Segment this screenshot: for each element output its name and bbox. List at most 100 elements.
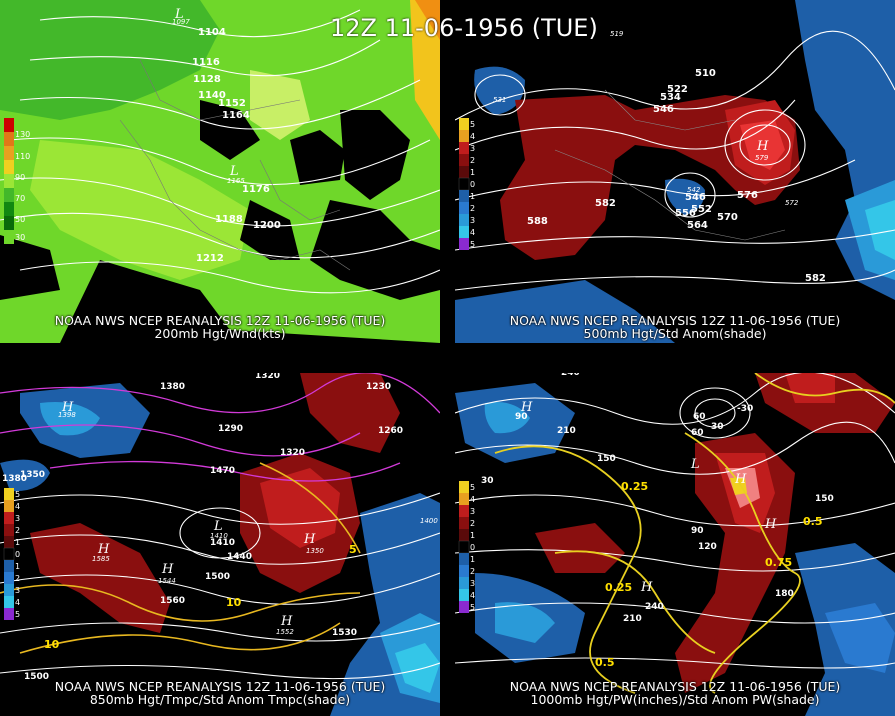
high-value: 579 xyxy=(755,154,769,162)
cb-label: 0 xyxy=(470,543,475,552)
cb-label: 2 xyxy=(470,567,475,576)
contour-label: 582 xyxy=(595,198,616,209)
low-value: 572 xyxy=(785,199,799,207)
contour-label: 552 xyxy=(691,204,712,215)
high-marker: H xyxy=(764,517,777,532)
panel-1000mb-caption: NOAA NWS NCEP REANALYSIS 12Z 11-06-1956 … xyxy=(455,680,895,706)
contour-label: 546 xyxy=(653,104,674,115)
cb-label: 30 xyxy=(15,233,25,242)
panel-1000mb: 5 4 3 2 1 0 1 2 3 4 5 240 210 150 120 90… xyxy=(455,373,895,716)
caption-line: 850mb Hgt/Tmpc/Std Anom Tmpc(shade) xyxy=(89,692,351,707)
contour-label: 1410 xyxy=(210,538,235,548)
pw-label: 0.5 xyxy=(595,656,615,669)
caption-line: NOAA NWS NCEP REANALYSIS 12Z 11-06-1956 … xyxy=(54,313,386,328)
caption-line: NOAA NWS NCEP REANALYSIS 12Z 11-06-1956 … xyxy=(509,313,841,328)
panel-850mb: 5 4 3 2 1 0 1 2 3 4 5 1320 1320 1230 126… xyxy=(0,373,440,716)
cb-label: 1 xyxy=(15,538,20,547)
contour-label: 1176 xyxy=(242,184,270,195)
contour-label: 576 xyxy=(737,190,758,201)
contour-label: 1188 xyxy=(215,214,243,225)
contour-label: 150 xyxy=(597,454,616,464)
contour-label: 90 xyxy=(691,526,704,536)
high-value: 1350 xyxy=(306,547,324,555)
cb-label: 4 xyxy=(470,132,475,141)
contour-label: 570 xyxy=(717,212,738,223)
contour-label: 1260 xyxy=(378,426,403,436)
cb-label: 5 xyxy=(470,120,475,129)
cb-label: 3 xyxy=(470,579,475,588)
contour-label: 180 xyxy=(775,589,794,599)
contour-label: 1350 xyxy=(20,470,45,480)
panel-1000mb-map: 5 4 3 2 1 0 1 2 3 4 5 240 210 150 120 90… xyxy=(455,373,895,716)
cb-label: 3 xyxy=(15,514,20,523)
cb-label: 2 xyxy=(470,204,475,213)
low-value: 531 xyxy=(493,96,506,104)
low-marker: L xyxy=(213,519,223,534)
panel-200mb: 130 110 90 70 50 30 1104 1116 1128 1140 … xyxy=(0,0,440,343)
contour-label: 60 xyxy=(693,412,706,422)
cb-label: 5 xyxy=(15,490,20,499)
panel-850mb-map: 5 4 3 2 1 0 1 2 3 4 5 1320 1320 1230 126… xyxy=(0,373,440,716)
cb-label: 2 xyxy=(15,574,20,583)
contour-label: 1212 xyxy=(196,253,224,264)
cb-label: 4 xyxy=(470,228,475,237)
contour-label: 1440 xyxy=(227,552,252,562)
high-marker: H xyxy=(640,580,653,595)
caption-line: 1000mb Hgt/PW(inches)/Std Anom PW(shade) xyxy=(530,692,820,707)
contour-label: 1116 xyxy=(192,57,220,68)
pw-label: 0.25 xyxy=(621,480,648,493)
cb-label: 0 xyxy=(15,550,20,559)
high-marker: H xyxy=(520,400,533,415)
panel-500mb: 5 4 3 2 1 0 1 2 3 4 5 510 522 534 546 54… xyxy=(455,0,895,343)
contour-label: 1380 xyxy=(160,382,185,392)
cb-label: 5 xyxy=(470,240,475,249)
caption-line: 200mb Hgt/Wnd(kts) xyxy=(154,326,286,341)
cb-label: 1 xyxy=(470,531,475,540)
low-value: 519 xyxy=(610,30,624,38)
contour-label: 1164 xyxy=(222,110,250,121)
contour-label: 1320 xyxy=(255,373,280,381)
high-marker: H xyxy=(97,542,110,557)
cb-label: 1 xyxy=(470,168,475,177)
temp-label: 5 xyxy=(349,543,357,556)
high-value: 1552 xyxy=(276,628,294,636)
contour-label: 1500 xyxy=(205,572,230,582)
caption-line: 500mb Hgt/Std Anom(shade) xyxy=(583,326,767,341)
contour-label: 30 xyxy=(711,422,724,432)
contour-label: 556 xyxy=(675,208,696,219)
contour-label: 1500 xyxy=(24,672,49,682)
cb-label: 3 xyxy=(470,216,475,225)
cb-label: 4 xyxy=(470,495,475,504)
contour-label: 1530 xyxy=(332,628,357,638)
cb-label: 130 xyxy=(15,130,30,139)
caption-line: NOAA NWS NCEP REANALYSIS 12Z 11-06-1956 … xyxy=(54,679,386,694)
cb-label: 0 xyxy=(470,180,475,189)
contour-label: 1128 xyxy=(193,74,221,85)
high-value: 1398 xyxy=(58,411,76,419)
contour-label: 522 xyxy=(667,84,688,95)
panel-200mb-map: 130 110 90 70 50 30 1104 1116 1128 1140 … xyxy=(0,0,440,343)
low-value: 1097 xyxy=(172,18,190,26)
temp-label: 10 xyxy=(44,638,60,651)
contour-label: 1470 xyxy=(210,466,235,476)
cb-label: 90 xyxy=(15,173,25,182)
low-marker: L xyxy=(174,7,184,22)
contour-label: 1290 xyxy=(218,424,243,434)
cb-label: 3 xyxy=(15,586,20,595)
cb-label: 5 xyxy=(470,483,475,492)
low-value: 1400 xyxy=(420,517,438,525)
cb-label: 3 xyxy=(470,507,475,516)
map-title: 12Z 11-06-1956 (TUE) xyxy=(330,14,598,42)
low-marker: L xyxy=(229,164,239,179)
panel-200mb-caption: NOAA NWS NCEP REANALYSIS 12Z 11-06-1956 … xyxy=(0,314,440,340)
contour-label: 588 xyxy=(527,216,548,227)
high-marker: H xyxy=(303,532,316,547)
contour-label: 240 xyxy=(645,602,664,612)
high-marker: H xyxy=(61,400,74,415)
contour-label: 1140 xyxy=(198,90,226,101)
high-value: 1585 xyxy=(92,555,110,563)
contour-label: -30 xyxy=(737,404,753,414)
low-value: 542 xyxy=(687,186,701,194)
contour-label: 150 xyxy=(815,494,834,504)
cb-label: 2 xyxy=(470,156,475,165)
